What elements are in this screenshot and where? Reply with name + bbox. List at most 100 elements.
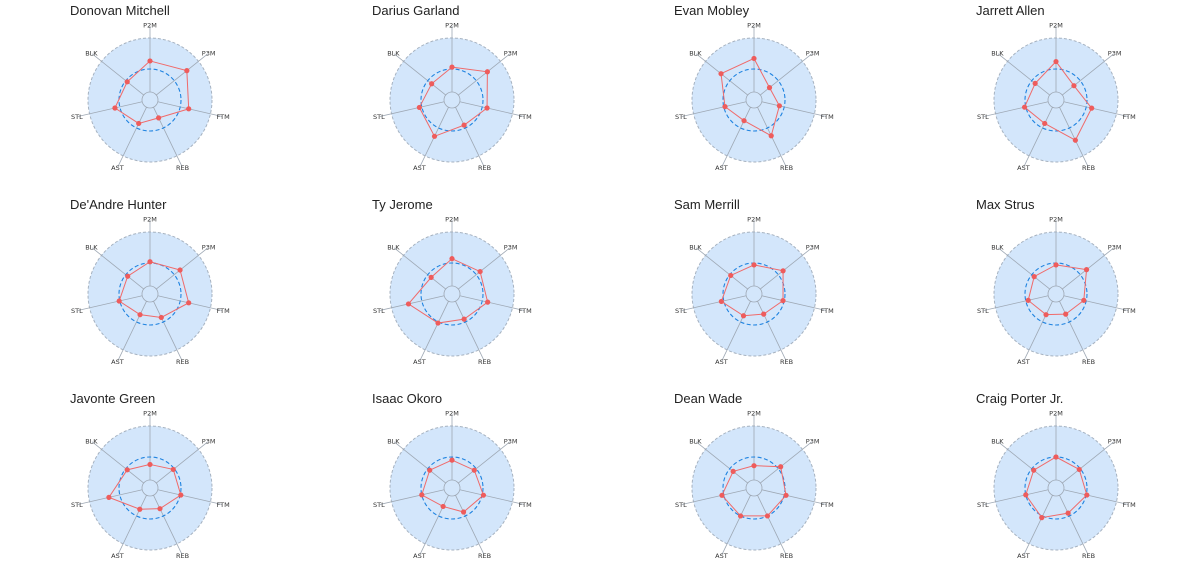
axis-label: P2M xyxy=(143,21,157,29)
data-point xyxy=(780,268,786,274)
axis-label: P2M xyxy=(747,215,761,223)
radar-chart: P2M P3M FTM REB AST STL BLK xyxy=(675,21,834,172)
axis-label: FTM xyxy=(1123,501,1136,509)
data-point xyxy=(449,256,455,262)
radar-spoke xyxy=(761,295,827,311)
radar-spoke xyxy=(156,53,209,96)
data-point xyxy=(1063,311,1069,317)
radar-panel: Javonte Green P2M P3M FTM REB AST STL BLK xyxy=(0,388,300,582)
axis-label: REB xyxy=(1082,164,1095,172)
radar-center-ring xyxy=(141,91,159,109)
axis-label: P2M xyxy=(445,215,459,223)
radar-spoke xyxy=(1059,107,1089,167)
radar-chart: P2M P3M FTM REB AST STL BLK xyxy=(373,21,532,172)
data-point xyxy=(477,268,483,275)
data-point xyxy=(719,492,725,498)
data-point xyxy=(1065,510,1071,516)
data-point xyxy=(106,494,112,500)
data-point xyxy=(1081,297,1087,303)
data-point xyxy=(112,105,118,111)
radar-spoke xyxy=(983,295,1049,311)
radar-center-ring xyxy=(141,285,159,303)
axis-label: REB xyxy=(780,552,793,560)
data-point xyxy=(1053,58,1059,65)
radar-spoke xyxy=(721,495,751,555)
axis-label: FTM xyxy=(519,307,532,315)
radar-chart: P2M P3M FTM REB AST STL BLK xyxy=(373,409,532,560)
radar-panel: Jarrett Allen P2M P3M FTM REB AST STL BLK xyxy=(906,0,1200,194)
radar-panel: De'Andre Hunter P2M P3M FTM REB AST STL BLK xyxy=(0,194,300,388)
radar-spoke xyxy=(1063,101,1129,117)
axis-label: STL xyxy=(675,501,687,509)
radar-spoke xyxy=(681,295,747,311)
data-point xyxy=(480,492,487,498)
axis-label: P2M xyxy=(1049,215,1063,223)
axis-label: P2M xyxy=(143,215,157,223)
radar-spoke xyxy=(455,107,485,167)
radar-spoke xyxy=(117,301,147,361)
data-point xyxy=(471,467,477,473)
radar-spoke xyxy=(393,247,446,290)
data-point xyxy=(740,313,747,319)
player-polygon xyxy=(1023,60,1093,141)
axis-label: FTM xyxy=(1123,113,1136,121)
radar-chart: P2M P3M FTM REB AST STL BLK xyxy=(675,215,834,366)
radar-spoke xyxy=(153,495,183,555)
player-polygon xyxy=(114,60,190,125)
axis-label: AST xyxy=(715,358,728,366)
axis-label: STL xyxy=(71,501,83,509)
axis-label: P2M xyxy=(1049,409,1063,417)
axis-label: P3M xyxy=(1108,50,1122,58)
data-point xyxy=(429,81,435,87)
data-point xyxy=(484,105,490,111)
axis-label: REB xyxy=(478,358,491,366)
axis-label: AST xyxy=(1017,358,1030,366)
axis-label: REB xyxy=(176,164,189,172)
data-point xyxy=(1023,492,1029,498)
axis-label: AST xyxy=(715,164,728,172)
data-point xyxy=(428,274,434,280)
axis-label: BLK xyxy=(85,244,98,252)
data-point xyxy=(741,118,747,124)
radar-spoke xyxy=(459,489,525,505)
axis-label: FTM xyxy=(821,307,834,315)
data-point xyxy=(137,506,143,512)
radar-chart: P2M P3M FTM REB AST STL BLK xyxy=(977,21,1136,172)
data-point xyxy=(435,320,441,326)
data-point xyxy=(730,468,736,474)
axis-label: P3M xyxy=(806,244,820,252)
radar-center-ring xyxy=(1047,479,1065,497)
panel-title: Craig Porter Jr. xyxy=(976,391,1064,406)
axis-label: BLK xyxy=(387,244,400,252)
radar-spoke xyxy=(91,53,144,96)
reference-circle xyxy=(420,262,484,326)
radar-spoke xyxy=(1023,495,1053,555)
axis-label: REB xyxy=(176,552,189,560)
data-point xyxy=(776,103,782,109)
radar-spoke xyxy=(757,301,787,361)
axis-label: STL xyxy=(373,501,385,509)
data-point xyxy=(1039,515,1045,521)
radar-panel: Donovan Mitchell P2M P3M FTM REB AST STL BLK xyxy=(0,0,300,194)
data-point xyxy=(461,122,467,128)
data-point xyxy=(156,115,162,121)
radar-panel: Isaac Okoro P2M P3M FTM REB AST STL BLK xyxy=(302,388,602,582)
axis-label: BLK xyxy=(689,244,702,252)
radar-spoke xyxy=(761,489,827,505)
data-point xyxy=(125,273,131,279)
radar-spoke xyxy=(157,489,223,505)
radar-panel: Max Strus P2M P3M FTM REB AST STL BLK xyxy=(906,194,1200,388)
data-point xyxy=(1071,83,1077,89)
axis-label: P2M xyxy=(747,409,761,417)
axis-label: BLK xyxy=(991,438,1004,446)
panel-title: De'Andre Hunter xyxy=(70,197,167,212)
axis-label: STL xyxy=(71,113,83,121)
radar-spoke xyxy=(757,495,787,555)
player-polygon xyxy=(108,463,182,510)
axis-label: P3M xyxy=(202,50,216,58)
radar-spoke xyxy=(393,53,446,96)
panel-title: Donovan Mitchell xyxy=(70,3,170,18)
data-point xyxy=(147,58,153,64)
radar-panel: Darius Garland P2M P3M FTM REB AST STL BLK xyxy=(302,0,602,194)
reference-circle xyxy=(118,68,182,132)
